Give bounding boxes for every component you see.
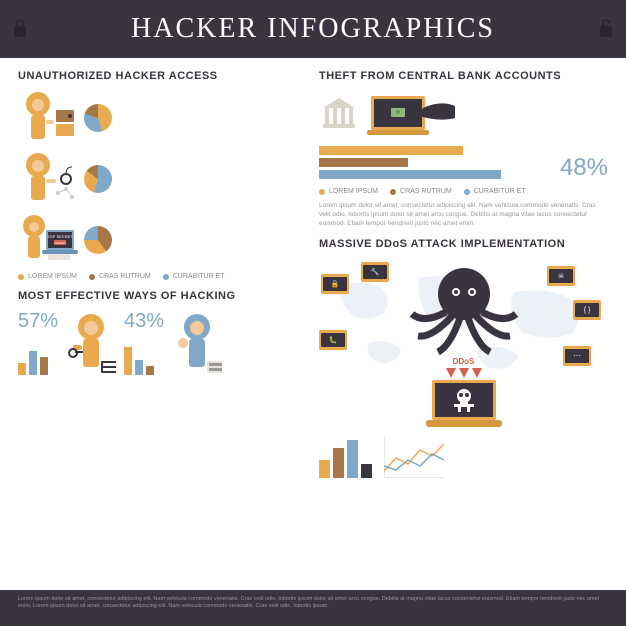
vbar bbox=[146, 366, 154, 375]
legend-item: LOREM IPSUM bbox=[319, 188, 378, 195]
theft-bars bbox=[319, 146, 552, 182]
hbar bbox=[319, 146, 463, 155]
ddos-bars bbox=[319, 436, 372, 478]
ddos-device: ☠ bbox=[547, 266, 575, 286]
page-title: HACKER INFOGRAPHICS bbox=[131, 13, 495, 45]
ddos-title: MASSIVE DDoS ATTACK IMPLEMENTATION bbox=[319, 238, 608, 250]
ddos-device: ⋯ bbox=[563, 346, 591, 366]
access-row bbox=[18, 151, 307, 206]
ways-right-bars bbox=[124, 335, 164, 375]
hbar bbox=[319, 170, 501, 179]
pie-chart bbox=[84, 165, 112, 193]
theft-title: THEFT FROM CENTRAL BANK ACCOUNTS bbox=[319, 70, 608, 82]
access-legend: LOREM IPSUM CRAS RUTRUM CURABITUR ET bbox=[18, 273, 307, 280]
lock-open-icon bbox=[598, 18, 614, 38]
legend-item: CRAS RUTRUM bbox=[390, 188, 452, 195]
left-column: UNAUTHORIZED HACKER ACCESS TOP SECRET ACC… bbox=[18, 70, 307, 478]
legend-item: CURABITUR ET bbox=[163, 273, 225, 280]
octopus-area: 🔒 🔧 ☠ { } 🐛 ⋯ DDoS bbox=[319, 258, 608, 388]
access-title: UNAUTHORIZED HACKER ACCESS bbox=[18, 70, 307, 82]
access-row bbox=[18, 90, 307, 145]
section-theft: THEFT FROM CENTRAL BANK ACCOUNTS bbox=[319, 70, 608, 228]
ddos-device: 🐛 bbox=[319, 330, 347, 350]
bank-icon bbox=[319, 96, 359, 132]
ddos-device: { } bbox=[573, 300, 601, 320]
footer: Lorem ipsum dolor sit amet, consectetur … bbox=[0, 590, 626, 626]
lock-closed-icon bbox=[12, 18, 28, 38]
vbar bbox=[18, 363, 26, 375]
header: HACKER INFOGRAPHICS bbox=[0, 0, 626, 58]
right-column: THEFT FROM CENTRAL BANK ACCOUNTS bbox=[319, 70, 608, 478]
access-row: TOP SECRET ACCESS bbox=[18, 212, 307, 267]
vbar bbox=[135, 360, 143, 375]
theft-lorem: Lorem ipsum dolor sit amet, consectetur … bbox=[319, 201, 608, 228]
ddos-device: 🔒 bbox=[321, 274, 349, 294]
ddos-label: DDoS bbox=[453, 357, 475, 366]
footer-text: Lorem ipsum dolor sit amet, consectetur … bbox=[18, 596, 608, 610]
theft-pct: 48% bbox=[560, 154, 608, 182]
ddos-device: 🔧 bbox=[361, 262, 389, 282]
vbar bbox=[361, 464, 372, 478]
laptop-hand-icon bbox=[367, 90, 457, 138]
vbar bbox=[124, 347, 132, 375]
vbar bbox=[29, 351, 37, 375]
hacker-ok-icon bbox=[172, 313, 222, 375]
legend-item: LOREM IPSUM bbox=[18, 273, 77, 280]
vbar bbox=[40, 357, 48, 375]
ddos-laptop-icon bbox=[426, 378, 502, 430]
section-access: UNAUTHORIZED HACKER ACCESS TOP SECRET ACC… bbox=[18, 70, 307, 280]
ways-left-pct: 57% bbox=[18, 310, 58, 333]
vbar bbox=[347, 440, 358, 478]
octopus-icon bbox=[404, 262, 524, 362]
svg-text:ACCESS: ACCESS bbox=[54, 241, 66, 245]
ddos-arrows-icon bbox=[446, 368, 482, 378]
vbar bbox=[319, 460, 330, 478]
ways-right-pct: 43% bbox=[124, 310, 164, 333]
ways-left-bars bbox=[18, 335, 58, 375]
legend-item: CURABITUR ET bbox=[464, 188, 526, 195]
pie-chart bbox=[84, 226, 112, 254]
hacker-key-icon bbox=[66, 313, 116, 375]
theft-legend: LOREM IPSUM CRAS RUTRUM CURABITUR ET bbox=[319, 188, 608, 195]
svg-text:TOP SECRET: TOP SECRET bbox=[47, 234, 73, 239]
vbar bbox=[333, 448, 344, 478]
ways-title: MOST EFFECTIVE WAYS OF HACKING bbox=[18, 290, 307, 302]
pie-chart bbox=[84, 104, 112, 132]
hbar bbox=[319, 158, 408, 167]
section-ways: MOST EFFECTIVE WAYS OF HACKING 57% bbox=[18, 290, 307, 375]
ddos-line-chart bbox=[384, 436, 444, 478]
legend-item: CRAS RUTRUM bbox=[89, 273, 151, 280]
section-ddos: MASSIVE DDoS ATTACK IMPLEMENTATION 🔒 🔧 ☠ { … bbox=[319, 238, 608, 478]
